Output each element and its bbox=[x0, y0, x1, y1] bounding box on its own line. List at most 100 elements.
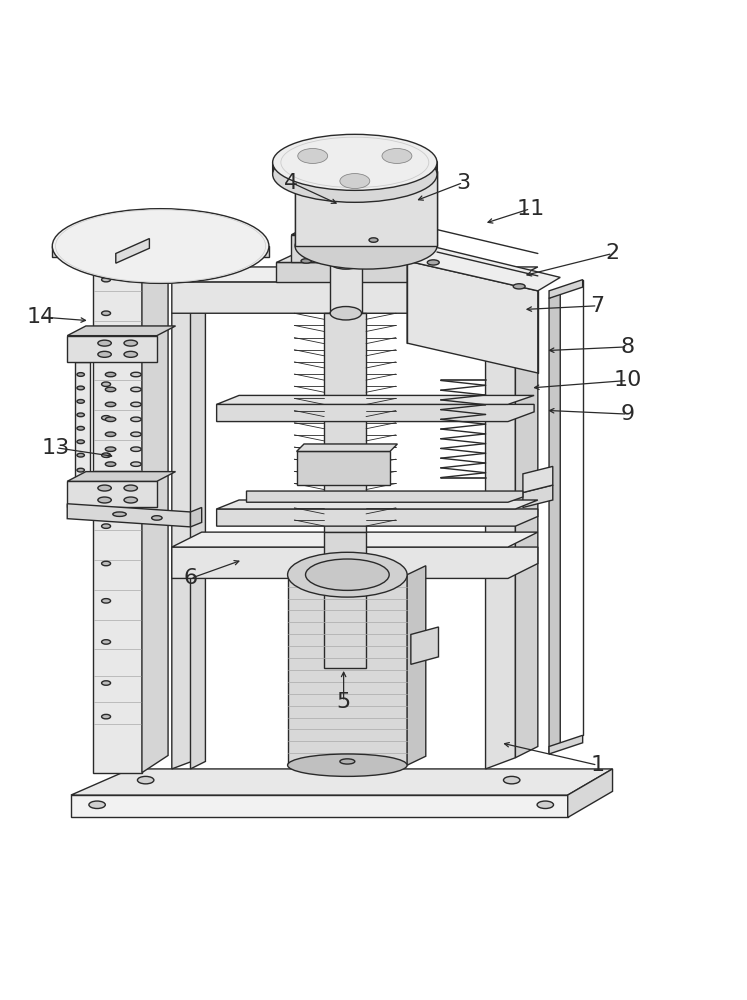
Polygon shape bbox=[172, 267, 538, 282]
Ellipse shape bbox=[124, 351, 137, 357]
Polygon shape bbox=[116, 239, 149, 263]
Polygon shape bbox=[330, 262, 362, 313]
Polygon shape bbox=[217, 404, 534, 422]
Polygon shape bbox=[411, 627, 438, 664]
Polygon shape bbox=[190, 306, 205, 769]
Text: 6: 6 bbox=[184, 568, 197, 588]
Polygon shape bbox=[190, 507, 202, 527]
Polygon shape bbox=[418, 252, 439, 282]
Ellipse shape bbox=[102, 714, 111, 719]
Ellipse shape bbox=[298, 148, 328, 163]
Polygon shape bbox=[523, 485, 553, 507]
Polygon shape bbox=[67, 326, 176, 336]
Ellipse shape bbox=[105, 387, 116, 392]
Ellipse shape bbox=[330, 256, 362, 269]
Polygon shape bbox=[407, 261, 538, 373]
Polygon shape bbox=[515, 287, 538, 758]
Ellipse shape bbox=[105, 417, 116, 422]
Ellipse shape bbox=[301, 259, 311, 263]
Polygon shape bbox=[217, 395, 534, 404]
Polygon shape bbox=[297, 451, 390, 485]
Ellipse shape bbox=[288, 754, 407, 776]
Ellipse shape bbox=[124, 497, 137, 503]
Polygon shape bbox=[291, 235, 407, 262]
Ellipse shape bbox=[382, 148, 412, 163]
Polygon shape bbox=[324, 532, 366, 668]
Ellipse shape bbox=[124, 340, 137, 346]
Text: 7: 7 bbox=[591, 296, 604, 316]
Ellipse shape bbox=[105, 432, 116, 437]
Ellipse shape bbox=[77, 426, 84, 430]
Ellipse shape bbox=[102, 681, 111, 685]
Ellipse shape bbox=[98, 351, 111, 357]
Polygon shape bbox=[247, 491, 523, 502]
Ellipse shape bbox=[369, 238, 378, 242]
Polygon shape bbox=[75, 362, 90, 481]
Ellipse shape bbox=[296, 245, 309, 251]
Polygon shape bbox=[486, 298, 515, 769]
Ellipse shape bbox=[52, 209, 269, 283]
Ellipse shape bbox=[340, 174, 370, 189]
Ellipse shape bbox=[131, 432, 141, 437]
Ellipse shape bbox=[105, 402, 116, 407]
Ellipse shape bbox=[273, 134, 437, 190]
Polygon shape bbox=[568, 769, 613, 817]
Polygon shape bbox=[217, 500, 538, 509]
Ellipse shape bbox=[306, 559, 389, 590]
Ellipse shape bbox=[503, 776, 520, 784]
Ellipse shape bbox=[105, 447, 116, 451]
Polygon shape bbox=[407, 248, 560, 291]
Polygon shape bbox=[407, 566, 426, 765]
Polygon shape bbox=[549, 292, 560, 754]
Ellipse shape bbox=[102, 311, 111, 315]
Polygon shape bbox=[217, 509, 538, 526]
Polygon shape bbox=[172, 282, 538, 313]
Ellipse shape bbox=[102, 561, 111, 566]
Polygon shape bbox=[67, 504, 190, 527]
Text: 4: 4 bbox=[285, 173, 298, 193]
Polygon shape bbox=[142, 236, 168, 773]
Text: 3: 3 bbox=[456, 173, 470, 193]
Text: 5: 5 bbox=[336, 692, 351, 712]
Polygon shape bbox=[67, 481, 157, 507]
Polygon shape bbox=[172, 563, 202, 769]
Polygon shape bbox=[523, 466, 553, 493]
Text: 13: 13 bbox=[42, 438, 70, 458]
Ellipse shape bbox=[131, 387, 141, 392]
Ellipse shape bbox=[102, 640, 111, 644]
Polygon shape bbox=[67, 472, 176, 481]
Ellipse shape bbox=[513, 284, 525, 289]
Ellipse shape bbox=[124, 485, 137, 491]
Ellipse shape bbox=[383, 259, 394, 263]
Polygon shape bbox=[276, 262, 418, 282]
Ellipse shape bbox=[295, 148, 437, 194]
Polygon shape bbox=[324, 313, 366, 532]
Ellipse shape bbox=[113, 512, 126, 516]
Ellipse shape bbox=[102, 599, 111, 603]
Polygon shape bbox=[52, 246, 269, 257]
Polygon shape bbox=[549, 735, 583, 754]
Polygon shape bbox=[67, 336, 157, 362]
Text: 10: 10 bbox=[613, 370, 642, 390]
Ellipse shape bbox=[102, 416, 111, 420]
Ellipse shape bbox=[295, 223, 437, 269]
Ellipse shape bbox=[98, 497, 111, 503]
Ellipse shape bbox=[427, 260, 439, 265]
Text: 1: 1 bbox=[591, 755, 604, 775]
Ellipse shape bbox=[131, 447, 141, 451]
Ellipse shape bbox=[77, 453, 84, 457]
Ellipse shape bbox=[105, 462, 116, 466]
Text: 8: 8 bbox=[621, 337, 634, 357]
Ellipse shape bbox=[77, 386, 84, 390]
Ellipse shape bbox=[152, 516, 162, 520]
Ellipse shape bbox=[102, 382, 111, 386]
Ellipse shape bbox=[98, 485, 111, 491]
Ellipse shape bbox=[131, 417, 141, 422]
Polygon shape bbox=[172, 532, 538, 547]
Ellipse shape bbox=[102, 345, 111, 349]
Ellipse shape bbox=[98, 340, 111, 346]
Ellipse shape bbox=[77, 373, 84, 376]
Text: 2: 2 bbox=[606, 243, 619, 263]
Polygon shape bbox=[71, 769, 613, 795]
Text: 9: 9 bbox=[621, 404, 634, 424]
